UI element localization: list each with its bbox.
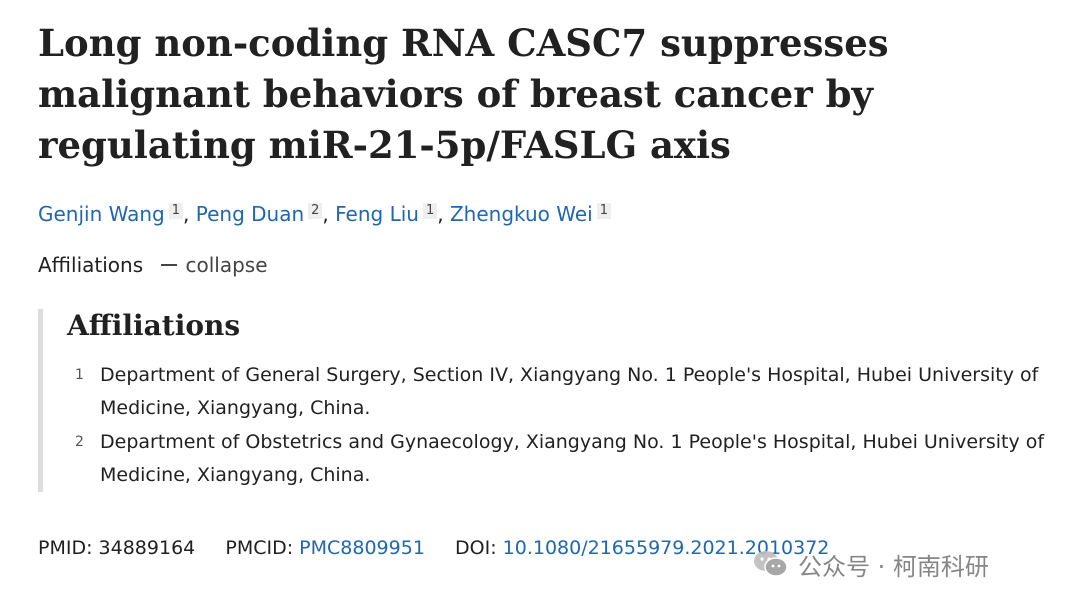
affiliations-panel: Affiliations 1 Department of General Sur… [38, 309, 1053, 492]
author-link[interactable]: Peng Duan [195, 202, 305, 226]
minus-icon [161, 264, 178, 266]
author-link[interactable]: Zhengkuo Wei [449, 202, 593, 226]
article-identifiers: PMID: 34889164 PMCID: PMC8809951 DOI: 10… [38, 533, 829, 563]
watermark-text: 公众号 · 柯南科研 [798, 552, 989, 581]
affiliations-toggle-label: Affiliations [38, 253, 144, 277]
collapse-label: collapse [185, 253, 268, 277]
doi-link[interactable]: 10.1080/21655979.2021.2010372 [502, 537, 830, 559]
affiliation-ref[interactable]: 1 [596, 203, 612, 219]
author-separator: , [322, 202, 336, 226]
pmcid-link[interactable]: PMC8809951 [299, 537, 425, 559]
affiliation-ref[interactable]: 1 [422, 203, 438, 219]
author-list: Genjin Wang 1, Peng Duan 2, Feng Liu 1, Zhe… [38, 199, 612, 229]
article-title: Long non-coding RNA CASC7 suppresses mal… [38, 21, 889, 167]
affiliations-toggle: Affiliations collapse [38, 250, 268, 280]
wechat-icon [754, 551, 788, 577]
affiliations-heading: Affiliations [67, 309, 241, 342]
affiliation-item: 1 Department of General Surgery, Section… [75, 359, 1045, 425]
pmcid-label: PMCID: [225, 537, 294, 559]
author-separator: , [183, 202, 196, 226]
affiliation-ref[interactable]: 2 [308, 203, 323, 219]
affiliation-text: Department of Obstetrics and Gynaecology… [100, 431, 1045, 486]
affiliation-text: Department of General Surgery, Section I… [100, 364, 1039, 419]
author-separator: , [437, 202, 450, 226]
affiliation-number: 1 [75, 367, 84, 383]
author-link[interactable]: Genjin Wang [38, 202, 165, 226]
affiliation-ref[interactable]: 1 [168, 203, 184, 219]
affiliation-number: 2 [75, 434, 84, 450]
affiliation-item: 2 Department of Obstetrics and Gynaecolo… [75, 426, 1045, 492]
author-link[interactable]: Feng Liu [335, 202, 419, 226]
doi-label: DOI: [455, 537, 497, 559]
watermark: 公众号 · 柯南科研 [752, 546, 989, 582]
pmid-label: PMID: [38, 537, 93, 559]
pmid-value: 34889164 [98, 537, 196, 559]
collapse-button[interactable]: collapse [161, 253, 268, 277]
